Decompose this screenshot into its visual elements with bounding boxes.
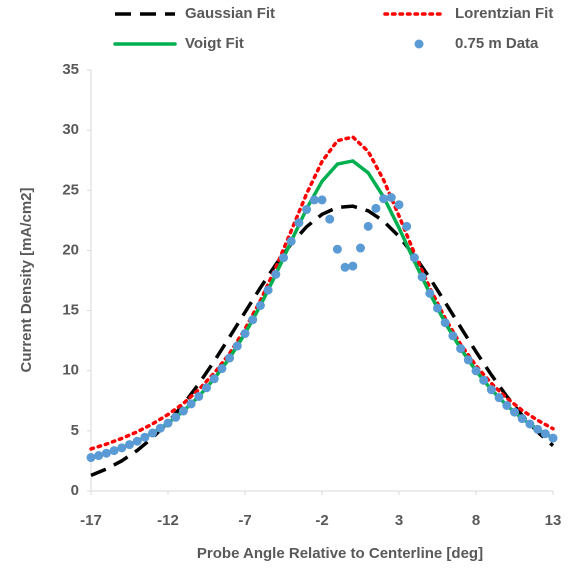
- data-point: [109, 446, 119, 456]
- legend-label: Gaussian Fit: [185, 5, 275, 22]
- data-point: [340, 262, 350, 272]
- y-tick-label: 20: [62, 241, 79, 258]
- data-point: [471, 366, 481, 376]
- data-point: [548, 433, 558, 443]
- data-point: [348, 261, 358, 271]
- data-point: [209, 374, 219, 384]
- data-point: [178, 406, 188, 416]
- data-point: [371, 203, 381, 213]
- data-point: [309, 195, 319, 205]
- data-point: [394, 200, 404, 210]
- x-tick-label: -12: [157, 512, 179, 529]
- data-point: [479, 375, 489, 385]
- data-point: [317, 195, 327, 205]
- data-point: [171, 412, 181, 422]
- data-point: [325, 214, 335, 224]
- data-point: [94, 451, 104, 461]
- fit-line: [89, 135, 555, 451]
- data-point: [148, 428, 158, 438]
- data-point: [494, 393, 504, 403]
- data-point: [363, 221, 373, 231]
- data-point: [279, 253, 288, 263]
- y-tick-label: 15: [62, 302, 79, 319]
- data-point: [101, 448, 111, 458]
- data-point: [271, 269, 281, 279]
- x-tick-label: 3: [395, 512, 403, 529]
- y-tick-label: 5: [71, 422, 79, 439]
- data-point: [386, 193, 396, 203]
- data-point: [240, 329, 250, 339]
- data-point: [486, 385, 496, 395]
- data-point: [194, 391, 204, 401]
- data-point: [155, 423, 165, 433]
- data-point: [294, 218, 304, 228]
- data-point: [140, 432, 150, 442]
- data-point: [540, 429, 550, 439]
- data-point: [202, 383, 211, 393]
- y-tick-label: 25: [62, 181, 79, 198]
- x-tick-label: -2: [315, 512, 328, 529]
- x-tick-label: -7: [238, 512, 251, 529]
- data-point: [248, 315, 258, 325]
- data-point: [402, 221, 412, 231]
- y-tick-label: 10: [62, 362, 79, 379]
- x-axis-label: Probe Angle Relative to Centerline [deg]: [197, 545, 483, 562]
- data-point: [502, 400, 512, 410]
- y-axis-label: Current Density [mA/cm2]: [18, 187, 35, 372]
- data-point: [217, 364, 227, 374]
- data-point: [286, 236, 296, 246]
- data-point: [525, 419, 535, 429]
- data-point: [263, 285, 273, 295]
- fit-line: [90, 204, 555, 477]
- data-point: [409, 253, 419, 263]
- data-point: [132, 436, 142, 446]
- data-point: [356, 243, 365, 253]
- data-point: [255, 301, 265, 311]
- legend-label: Voigt Fit: [185, 35, 244, 52]
- data-point: [163, 418, 173, 428]
- data-point: [433, 303, 442, 313]
- y-tick-label: 30: [62, 121, 79, 138]
- data-point: [448, 331, 458, 341]
- data-point: [125, 440, 134, 450]
- data-point: [517, 414, 527, 424]
- y-tick-label: 0: [71, 482, 79, 499]
- data-point: [186, 399, 196, 409]
- legend-label: 0.75 m Data: [455, 35, 539, 52]
- data-point: [225, 353, 235, 363]
- x-tick-label: 8: [472, 512, 480, 529]
- legend-swatch: [414, 39, 424, 49]
- data-point: [533, 424, 543, 434]
- data-point: [86, 453, 96, 463]
- data-point: [232, 341, 242, 351]
- x-tick-label: 13: [545, 512, 562, 529]
- data-point: [425, 288, 435, 298]
- data-point: [417, 272, 427, 282]
- data-point: [379, 194, 389, 204]
- data-point: [456, 344, 466, 354]
- data-point: [332, 244, 342, 254]
- legend-label: Lorentzian Fit: [455, 5, 553, 22]
- data-point: [117, 443, 127, 453]
- data-point: [463, 355, 473, 365]
- x-tick-label: -17: [80, 512, 102, 529]
- data-point: [510, 407, 519, 417]
- data-point: [302, 205, 312, 215]
- data-point: [440, 318, 450, 328]
- y-tick-label: 35: [62, 61, 79, 78]
